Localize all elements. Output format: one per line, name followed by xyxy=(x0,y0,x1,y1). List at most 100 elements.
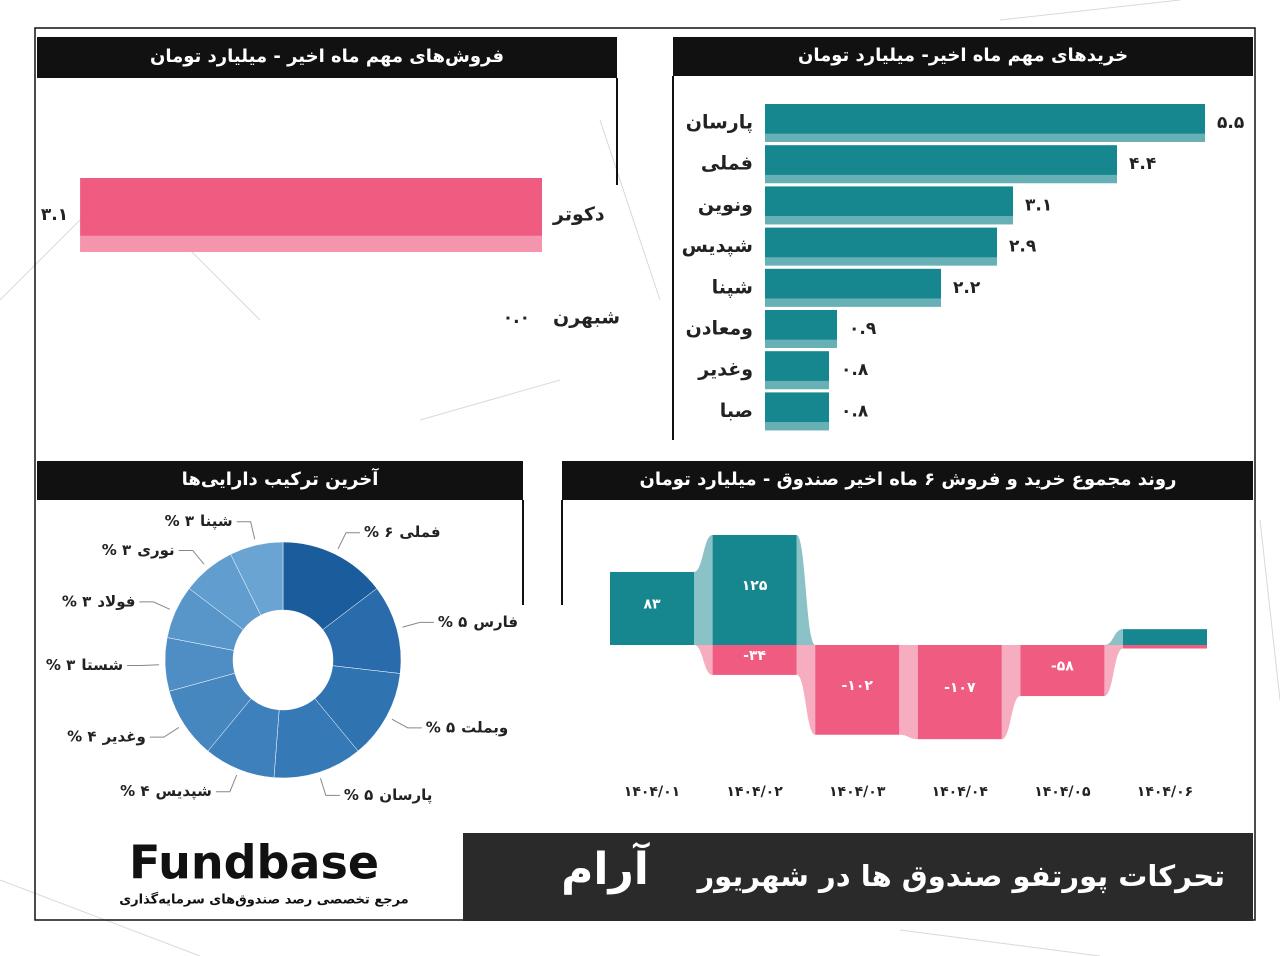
x-tick-label: ۱۴۰۴/۰۳ xyxy=(829,784,886,800)
bar xyxy=(765,351,829,390)
category-label: ومعادن xyxy=(686,318,753,340)
bar xyxy=(765,104,1205,142)
leader-line xyxy=(127,664,160,666)
bar-shade xyxy=(765,298,941,307)
category-label: صبا xyxy=(720,400,753,422)
bar-shade xyxy=(765,174,1117,184)
leader-line xyxy=(139,601,171,610)
category-label: دکوتر xyxy=(552,204,605,226)
category-label: پارسان xyxy=(686,112,753,134)
value-label: % ۶ xyxy=(364,523,393,541)
value-label: ۱۲۵ xyxy=(742,578,768,594)
value-label: % ۳ xyxy=(62,592,91,610)
value-label: ۸۳ xyxy=(643,596,661,612)
flow-connector xyxy=(694,645,713,675)
value-label: ۳.۱ xyxy=(1025,195,1052,215)
category-label: فارس xyxy=(473,613,518,631)
donut-slice xyxy=(230,541,284,616)
category-label: شپنا xyxy=(200,512,233,531)
leader-line xyxy=(337,532,361,550)
leader-line xyxy=(391,718,422,729)
category-label: وبملت xyxy=(461,718,508,736)
flow-connector xyxy=(1104,645,1123,697)
value-label: % ۵ xyxy=(426,718,455,736)
footer-box xyxy=(463,833,1253,921)
bar xyxy=(1020,645,1105,697)
bar xyxy=(765,392,829,431)
panel-title: خریدهای مهم ماه اخیر- میلیارد تومان xyxy=(798,45,1128,66)
value-label: ۰.۹ xyxy=(849,319,877,339)
logo-tagline: مرجع تخصصی رصد صندوق‌های سرمایه‌گذاری xyxy=(119,892,408,908)
bar xyxy=(765,227,997,266)
value-label: ۵.۵ xyxy=(1217,113,1244,133)
value-label: % ۳ xyxy=(165,512,194,530)
value-label: % ۳ xyxy=(46,656,75,674)
leader-line xyxy=(149,726,180,738)
value-label: -۱۰۷ xyxy=(944,680,976,696)
category-label: شبهرن xyxy=(553,307,620,329)
value-label: ۰.۰ xyxy=(503,308,530,328)
x-tick-label: ۱۴۰۴/۰۲ xyxy=(726,784,783,800)
leader-line xyxy=(319,778,340,796)
x-tick-label: ۱۴۰۴/۰۶ xyxy=(1137,784,1193,800)
bar-shade xyxy=(765,216,1013,225)
flow-connector xyxy=(694,535,713,645)
category-label: ونوین xyxy=(698,194,753,216)
bar xyxy=(765,186,1013,225)
bar-shade xyxy=(80,235,542,252)
logo: Fundbase xyxy=(129,836,379,890)
panel-header xyxy=(673,37,1253,76)
footer-title: تحرکات پورتفو صندوق ها در شهریور xyxy=(695,859,1225,894)
bar xyxy=(765,145,1117,184)
category-label: وغدیر xyxy=(697,359,753,381)
value-label: % ۳ xyxy=(102,541,131,559)
x-tick-label: ۱۴۰۴/۰۵ xyxy=(1034,784,1091,800)
bar-shade xyxy=(765,257,997,266)
bar xyxy=(712,645,797,675)
bar xyxy=(80,178,542,252)
value-label: ۲.۲ xyxy=(953,278,981,298)
bar xyxy=(765,268,941,307)
panel-header xyxy=(37,461,523,500)
bar xyxy=(815,645,900,735)
bar-shade xyxy=(765,422,829,431)
value-label: ۲.۹ xyxy=(1009,237,1037,257)
bar xyxy=(610,571,694,645)
category-label: پارسان xyxy=(379,786,432,805)
flow-connector xyxy=(796,535,816,645)
x-tick-label: ۱۴۰۴/۰۱ xyxy=(624,784,680,800)
value-label: -۵۸ xyxy=(1051,659,1074,675)
category-label: فولاد xyxy=(97,592,135,610)
category-label: فملی xyxy=(701,153,753,175)
panel-header xyxy=(37,37,617,78)
leader-line xyxy=(178,549,205,565)
category-label: شستا xyxy=(81,656,123,674)
flow-connector xyxy=(899,645,918,740)
panel-title: آخرین ترکیب دارایی‌ها xyxy=(182,467,380,490)
bar xyxy=(1123,645,1207,649)
bar xyxy=(712,535,797,645)
value-label: % ۵ xyxy=(344,786,373,804)
category-label: فملی xyxy=(399,523,440,541)
leader-line xyxy=(215,774,238,793)
bar xyxy=(917,645,1002,740)
category-label: وغدیر xyxy=(102,728,146,746)
value-label: -۱۰۲ xyxy=(841,678,873,694)
fund-name: آرام xyxy=(561,841,650,895)
flow-connector xyxy=(796,645,816,735)
value-label: % ۵ xyxy=(438,613,467,631)
category-label: شپدیس xyxy=(156,782,212,801)
bar-shade xyxy=(765,133,1205,142)
panel-title: روند مجموع خرید و فروش ۶ ماه اخیر صندوق … xyxy=(640,469,1177,490)
value-label: ۰.۸ xyxy=(841,401,869,421)
value-label: % ۴ xyxy=(120,782,149,800)
flow-connector xyxy=(1001,645,1021,740)
flow-connector xyxy=(1104,629,1123,645)
category-label: شپنا xyxy=(712,276,753,298)
panel-header xyxy=(562,461,1253,500)
panel-title: فروش‌های مهم ماه اخیر - میلیارد تومان xyxy=(150,46,504,67)
value-label: % ۴ xyxy=(67,728,96,746)
bar xyxy=(765,310,837,348)
value-label: ۳.۱ xyxy=(41,205,68,225)
